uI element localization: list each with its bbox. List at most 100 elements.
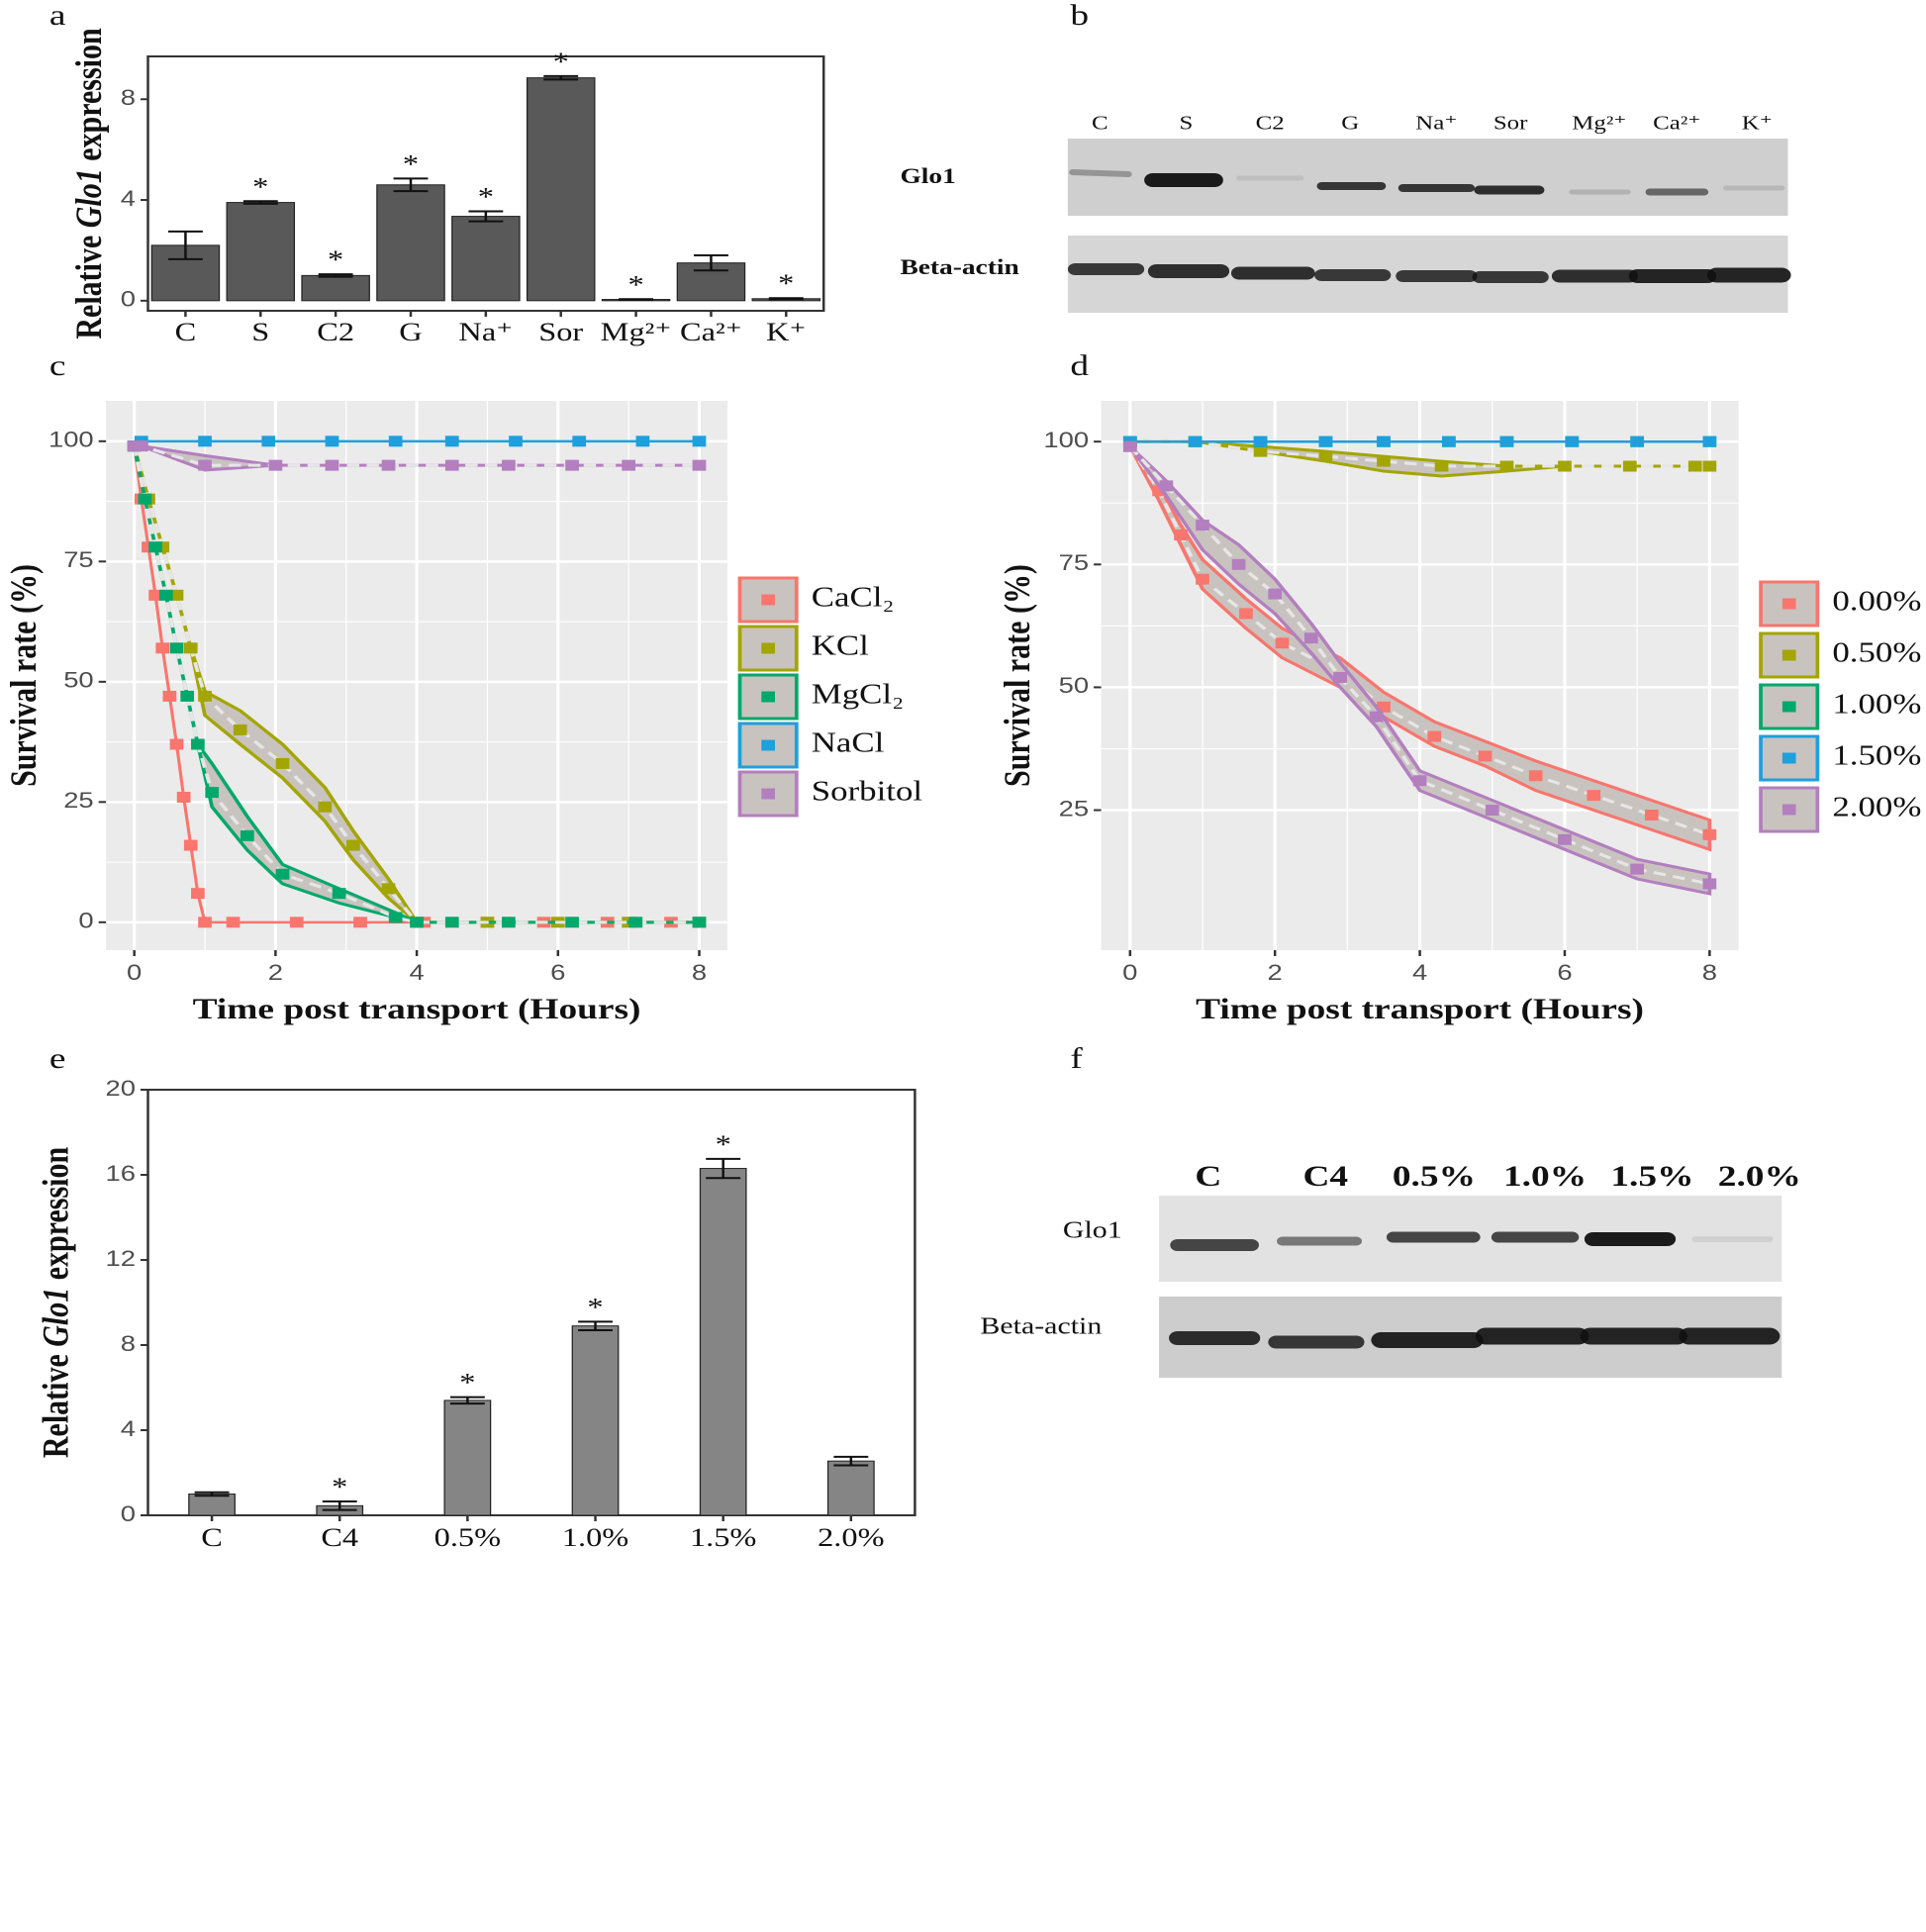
point xyxy=(1558,460,1572,472)
point xyxy=(509,435,523,447)
y-tick-label: 50 xyxy=(63,669,93,693)
lane-label: G xyxy=(1341,112,1359,134)
point xyxy=(388,912,403,923)
lane-label: 1.5% xyxy=(1610,1160,1693,1193)
x-tick-label: C4 xyxy=(321,1524,358,1552)
point xyxy=(275,868,290,880)
legend-key xyxy=(737,625,799,672)
lane-label: K⁺ xyxy=(1742,112,1773,134)
x-tick-label: 0.5% xyxy=(434,1524,501,1552)
bar xyxy=(226,202,296,302)
x-tick-label: 0 xyxy=(127,961,142,985)
y-tick-label: 8 xyxy=(121,86,136,110)
row-label: Beta-actin xyxy=(900,255,1018,279)
x-tick-label: 1.5% xyxy=(690,1524,756,1552)
row-label: Glo1 xyxy=(900,164,955,188)
significance-mark: * xyxy=(587,1294,603,1321)
point xyxy=(275,757,290,769)
y-axis-label-part: Glo1 xyxy=(69,168,110,228)
error-bar xyxy=(468,210,504,223)
point xyxy=(1253,435,1268,447)
point xyxy=(1427,730,1442,742)
significance-mark: * xyxy=(553,48,569,76)
error-bar xyxy=(578,1320,613,1331)
point xyxy=(381,459,396,471)
bar xyxy=(443,1400,492,1516)
point xyxy=(565,917,579,928)
bar xyxy=(826,1460,875,1516)
lane-label: C4 xyxy=(1302,1160,1348,1193)
point xyxy=(1239,608,1253,620)
point xyxy=(410,917,424,928)
point xyxy=(1644,809,1659,821)
point xyxy=(1434,460,1449,472)
y-tick-label: 100 xyxy=(1043,429,1089,452)
x-tick-label: 4 xyxy=(409,961,424,985)
x-tick-label: 2 xyxy=(268,961,283,985)
point xyxy=(1587,790,1601,802)
significance-mark: * xyxy=(778,270,794,298)
point xyxy=(1196,520,1209,531)
point xyxy=(1412,775,1427,787)
y-axis-label: Survival rate (%) xyxy=(998,564,1038,787)
legend-label: 0.50% xyxy=(1832,637,1921,668)
error-bar xyxy=(318,273,353,278)
point xyxy=(1702,435,1717,447)
point xyxy=(501,459,516,471)
y-tick-label: 100 xyxy=(48,429,94,452)
significance-mark: * xyxy=(478,183,494,211)
panel-label: d xyxy=(1070,349,1089,382)
point xyxy=(1702,460,1717,472)
legend-key-marker xyxy=(761,594,776,606)
error-bar xyxy=(833,1455,869,1467)
bands xyxy=(1169,1231,1781,1349)
x-tick-label: 6 xyxy=(550,961,565,985)
plot-frame xyxy=(146,1089,916,1516)
point xyxy=(155,642,170,654)
error-bar xyxy=(167,230,203,260)
error-bar xyxy=(706,1157,741,1180)
x-tick-label: S xyxy=(251,319,269,346)
lane-label: 1.0% xyxy=(1503,1160,1587,1193)
error-bar xyxy=(393,177,429,193)
significance-mark: * xyxy=(332,1474,347,1501)
legend-label: NaCl xyxy=(812,727,885,758)
error-bar xyxy=(322,1500,357,1511)
point xyxy=(1174,530,1188,541)
blot-b: C S C2 G Na⁺ Sor Mg²⁺ Ca²⁺ K⁺ Glo1 Beta-… xyxy=(900,112,1791,313)
significance-mark: * xyxy=(459,1370,475,1398)
point xyxy=(318,801,333,813)
y-tick-label: 0 xyxy=(78,910,93,933)
point xyxy=(1253,445,1268,457)
point xyxy=(1485,805,1499,817)
y-tick-label: 12 xyxy=(106,1247,136,1271)
point xyxy=(169,642,184,654)
lane-label: C2 xyxy=(1256,112,1285,134)
y-axis-label-part: expression xyxy=(69,28,110,168)
point xyxy=(1318,435,1333,447)
point xyxy=(1622,460,1637,472)
x-tick-label: 1.0% xyxy=(562,1524,628,1552)
point xyxy=(1196,573,1209,585)
x-tick-label: Sor xyxy=(538,319,583,346)
y-tick-label: 0 xyxy=(121,1502,136,1526)
point xyxy=(198,917,212,928)
point xyxy=(289,917,304,928)
y-tick-label: 75 xyxy=(63,549,93,573)
point xyxy=(1122,440,1137,452)
point xyxy=(1702,828,1717,840)
y-tick-label: 25 xyxy=(1059,798,1089,821)
lane-label: C xyxy=(1195,1160,1221,1193)
x-tick-label: G xyxy=(399,319,422,346)
point xyxy=(1687,460,1702,472)
x-tick-label: 2 xyxy=(1268,961,1283,985)
point xyxy=(692,435,707,447)
panel-label: e xyxy=(49,1042,66,1075)
point xyxy=(1377,455,1391,467)
point xyxy=(1702,878,1717,890)
legend-label: CaCl₂ xyxy=(812,582,895,613)
bar xyxy=(451,216,521,302)
x-tick-label: 2.0% xyxy=(818,1524,884,1552)
point xyxy=(261,435,276,447)
y-axis-label-part: Glo1 xyxy=(36,1288,76,1347)
